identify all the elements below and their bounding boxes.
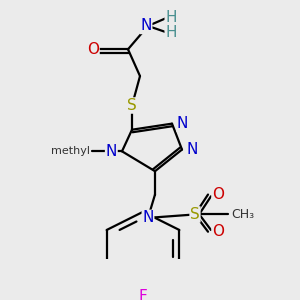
Text: O: O	[212, 224, 224, 239]
Text: S: S	[127, 98, 137, 113]
Text: methyl: methyl	[51, 146, 90, 156]
Text: N: N	[142, 210, 154, 225]
Text: H: H	[165, 26, 177, 40]
Text: N: N	[187, 142, 198, 157]
Text: N: N	[106, 144, 117, 159]
Text: F: F	[139, 289, 147, 300]
Text: S: S	[190, 207, 200, 222]
Text: N: N	[177, 116, 188, 131]
Text: O: O	[87, 42, 99, 57]
Text: O: O	[212, 187, 224, 202]
Text: CH₃: CH₃	[231, 208, 254, 221]
Text: N: N	[140, 18, 152, 33]
Text: H: H	[165, 10, 177, 25]
